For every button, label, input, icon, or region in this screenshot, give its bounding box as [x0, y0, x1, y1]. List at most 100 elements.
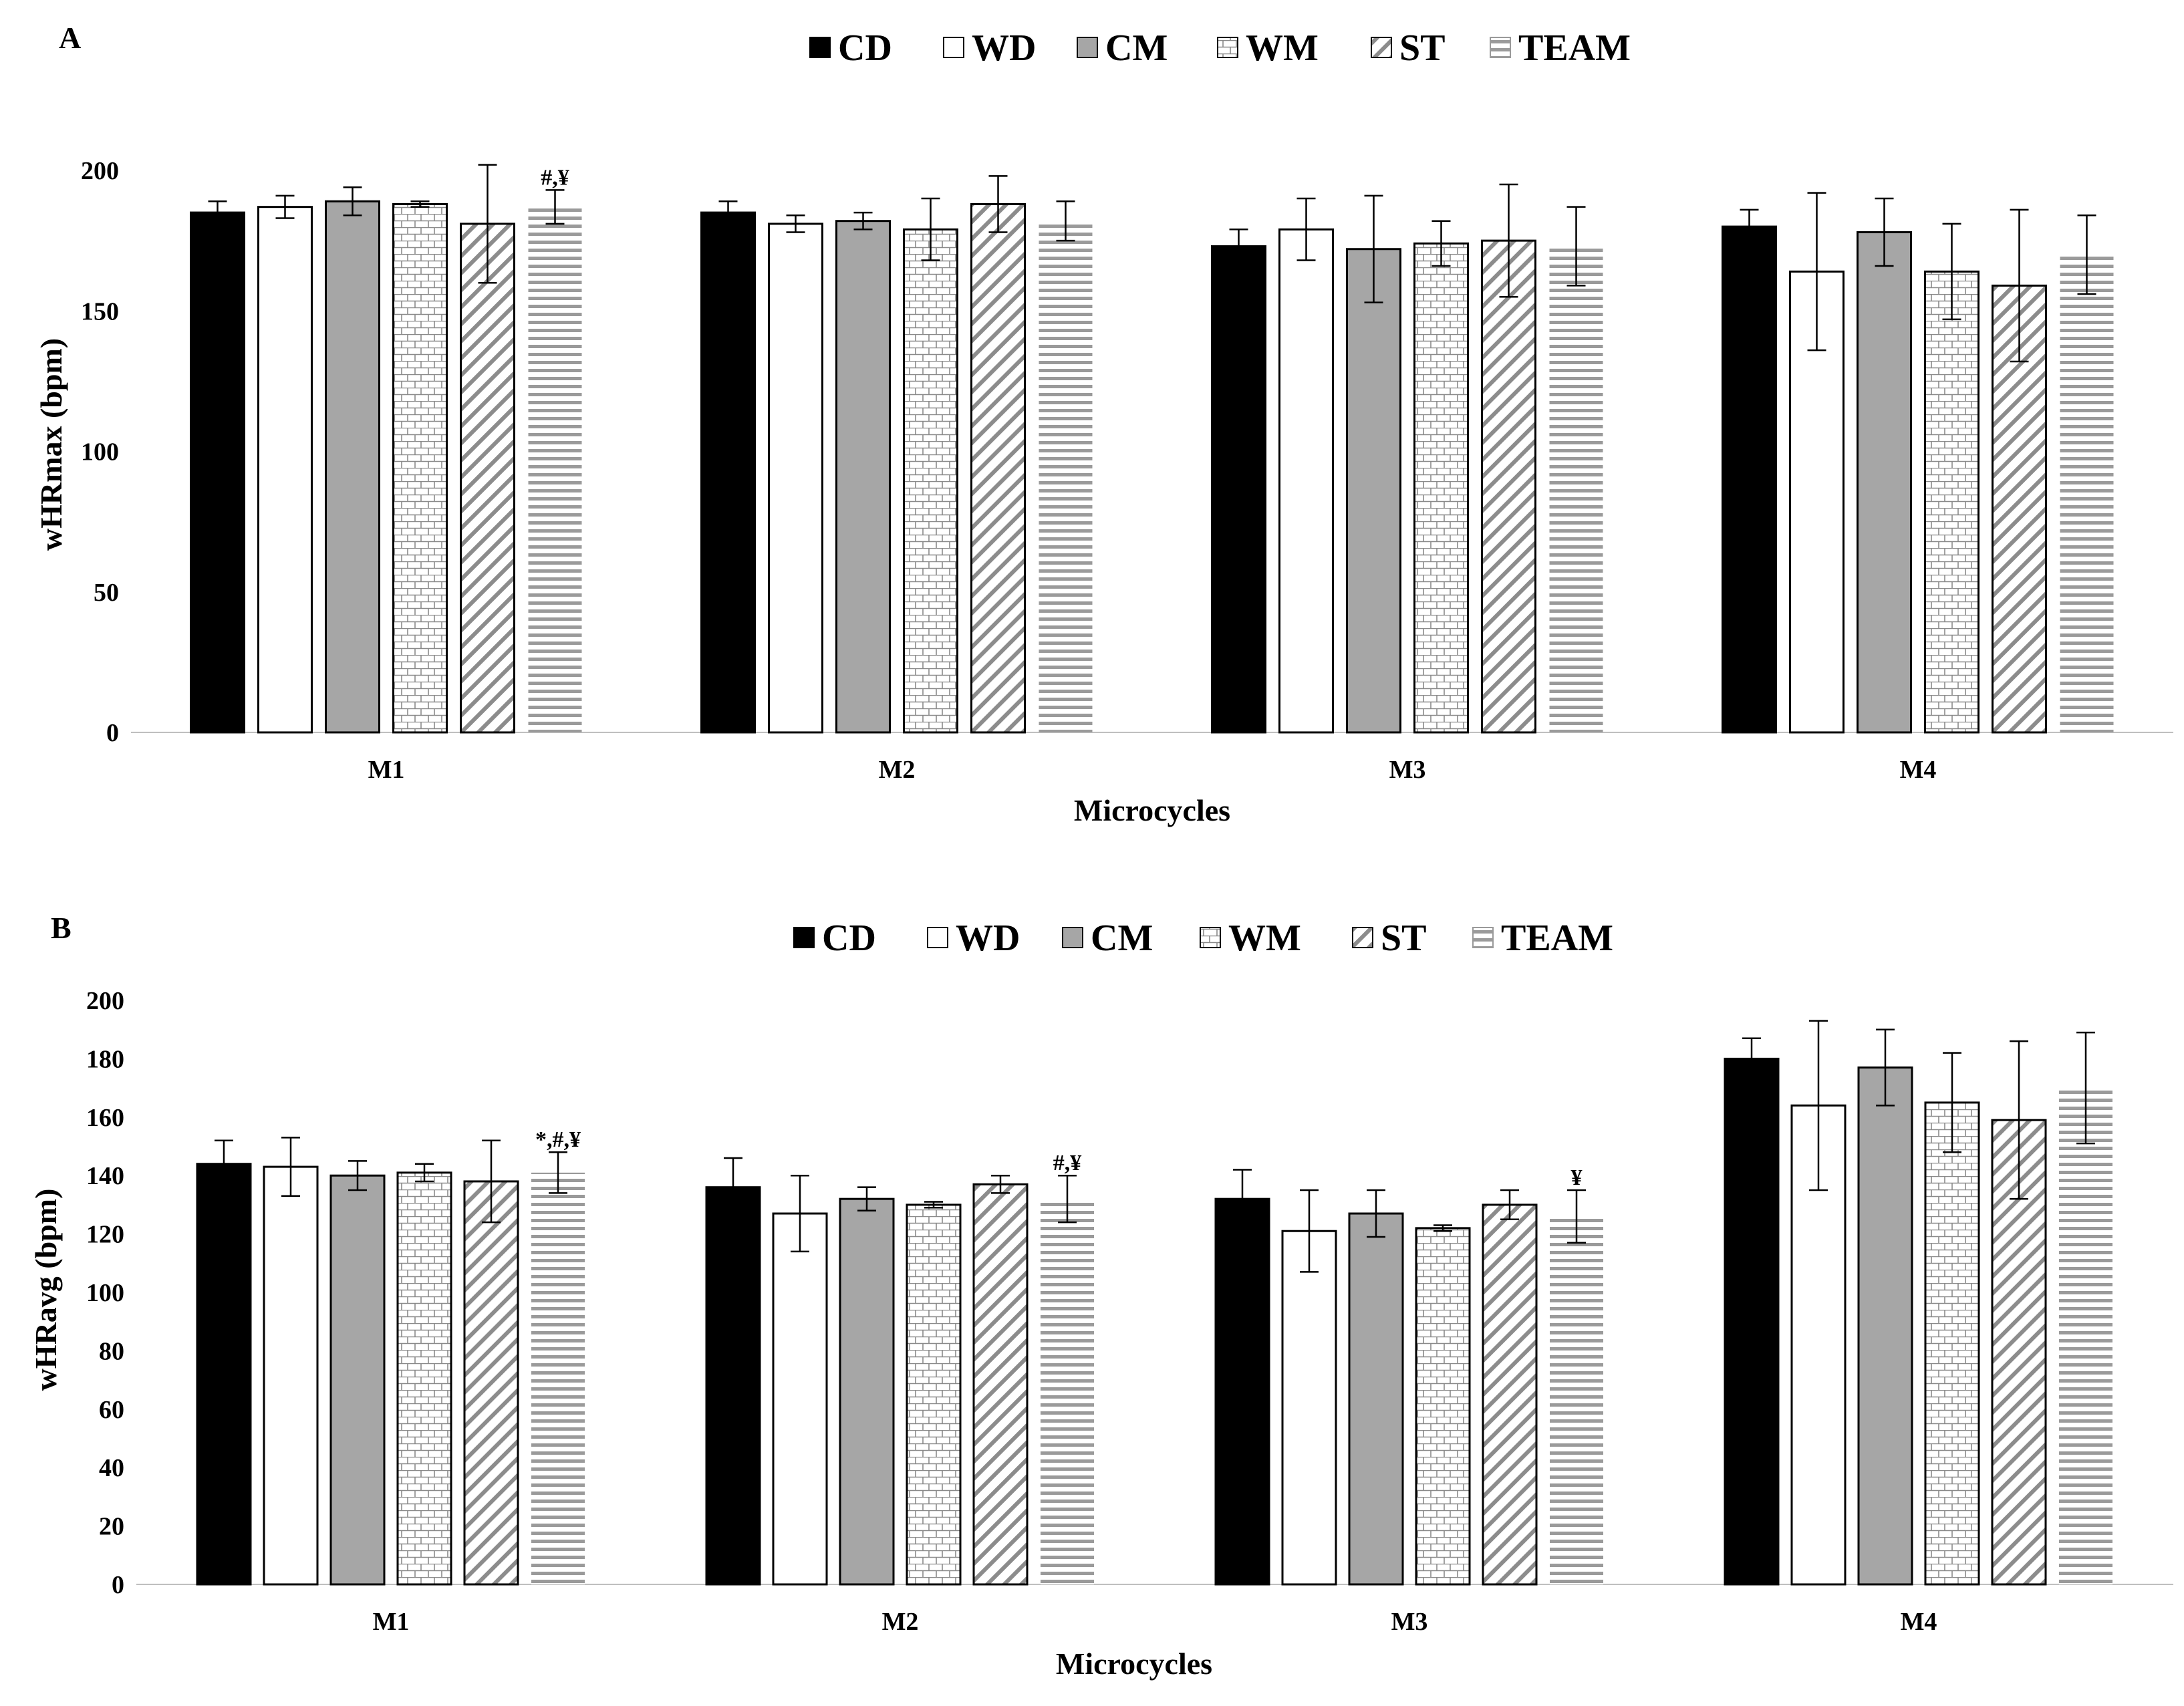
plot-area: 0 20 40 60 80 100 120 140 160 180 200 M1 M2 M3 M4 *,#,¥… — [86, 987, 2173, 1636]
bar-wm — [396, 1171, 452, 1586]
bar-wm — [1924, 1101, 1980, 1586]
legend-label: WM — [1246, 27, 1319, 69]
legend-label: WD — [972, 27, 1036, 69]
y-tick-label: 180 — [86, 1045, 124, 1073]
bar-wd — [768, 223, 823, 734]
legend-item: ST — [1371, 27, 1446, 69]
legend-item: CM — [1077, 27, 1168, 69]
y-tick-label: 40 — [99, 1454, 124, 1482]
y-tick-label: 0 — [106, 719, 119, 747]
y-tick-label: 50 — [94, 579, 119, 607]
y-tick-label: 80 — [99, 1337, 124, 1365]
bar-wm — [1413, 242, 1469, 734]
legend-swatch — [793, 927, 815, 948]
legend-label: WD — [956, 917, 1020, 959]
bar-wd — [1281, 1230, 1337, 1586]
significance-annotation: #,¥ — [541, 165, 569, 190]
significance-annotation: *,#,¥ — [535, 1127, 581, 1152]
y-axis-label: wHRmax (bpm) — [34, 338, 68, 551]
panel-label: A — [59, 21, 81, 55]
legend-label: TEAM — [1518, 27, 1631, 69]
y-tick-label: 0 — [112, 1571, 124, 1599]
y-tick-label: 100 — [86, 1279, 124, 1307]
legend-swatch — [809, 37, 831, 58]
y-tick-label: 20 — [99, 1513, 124, 1541]
bar-wd — [257, 206, 313, 734]
y-tick-label: 160 — [86, 1104, 124, 1132]
legend-swatch — [1352, 927, 1373, 948]
bar-wd — [1278, 228, 1334, 734]
legend-item: CD — [809, 27, 892, 69]
bar-st — [463, 1180, 519, 1586]
bar-st — [1482, 1203, 1538, 1586]
plot-area: 0 50 100 150 200 M1 M2 M3 M4 #,¥ — [81, 157, 2173, 784]
panel-a: A CD WD CM WM ST TEAM wHRmax (bpm) Micro… — [34, 21, 2173, 827]
legend: CD WD CM WM ST TEAM — [793, 917, 1613, 959]
bar-cd — [190, 211, 245, 734]
bar-wm — [903, 228, 958, 734]
bar-cd — [705, 1186, 761, 1586]
legend-swatch — [1077, 37, 1098, 58]
legend-swatch — [1062, 927, 1083, 948]
bar-cm — [1857, 231, 1912, 734]
bar-st — [460, 223, 515, 734]
bar-cd — [1724, 1057, 1780, 1586]
legend-label: TEAM — [1501, 917, 1613, 959]
bar-team — [2060, 255, 2114, 732]
bar-team — [1041, 1199, 1094, 1584]
legend-item: WD — [943, 27, 1036, 69]
legend-swatch — [1490, 37, 1511, 58]
bar-team — [528, 206, 582, 732]
legend-label: ST — [1399, 27, 1446, 69]
legend-swatch — [1217, 37, 1238, 58]
bar-cm — [1346, 248, 1401, 734]
legend-item: WM — [1217, 27, 1319, 69]
x-tick-label: M4 — [1900, 756, 1937, 784]
bar-st — [970, 202, 1026, 734]
bar-wm — [392, 202, 448, 734]
bar-wd — [772, 1212, 828, 1586]
panel-b: B CD WD CM WM ST TEAM wHRavg (bpm) Micro… — [29, 911, 2173, 1681]
bar-wm — [906, 1203, 962, 1586]
legend-label: CD — [838, 27, 892, 69]
x-axis-label: Microcycles — [1056, 1647, 1212, 1681]
y-tick-label: 100 — [81, 438, 119, 466]
x-tick-label: M2 — [882, 1608, 919, 1636]
legend-swatch — [1371, 37, 1392, 58]
bar-team — [531, 1172, 585, 1584]
y-axis-label: wHRavg (bpm) — [29, 1189, 63, 1391]
bar-team — [2059, 1088, 2112, 1584]
legend-item: TEAM — [1490, 27, 1631, 69]
x-tick-label: M4 — [1901, 1608, 1937, 1636]
legend-swatch — [1200, 927, 1221, 948]
bar-wd — [263, 1165, 319, 1586]
x-tick-label: M1 — [368, 756, 405, 784]
legend-label: CM — [1105, 27, 1168, 69]
y-tick-label: 60 — [99, 1396, 124, 1424]
legend-item: TEAM — [1472, 917, 1613, 959]
bar-cm — [1857, 1067, 1913, 1586]
legend-item: ST — [1352, 917, 1427, 959]
bar-cd — [1722, 225, 1777, 734]
bar-cm — [325, 200, 380, 734]
bar-cd — [700, 211, 756, 734]
bar-cm — [1348, 1212, 1404, 1586]
bar-cm — [839, 1197, 895, 1586]
legend-swatch — [927, 927, 948, 948]
y-tick-label: 120 — [86, 1221, 124, 1249]
legend-label: CM — [1091, 917, 1153, 959]
bar-wm — [1924, 270, 1980, 734]
bar-cd — [196, 1163, 252, 1586]
x-tick-label: M3 — [1389, 756, 1426, 784]
bar-team — [1550, 1216, 1603, 1584]
bar-st — [972, 1183, 1029, 1586]
x-axis-label: Microcycles — [1074, 793, 1230, 827]
bar-cd — [1214, 1197, 1270, 1586]
y-tick-label: 200 — [81, 157, 119, 185]
bar-cm — [835, 220, 891, 734]
panel-label: B — [51, 911, 72, 945]
significance-annotation: #,¥ — [1053, 1151, 1082, 1175]
bar-team — [1549, 246, 1603, 732]
bar-cd — [1211, 245, 1266, 734]
legend-item: WD — [927, 917, 1020, 959]
